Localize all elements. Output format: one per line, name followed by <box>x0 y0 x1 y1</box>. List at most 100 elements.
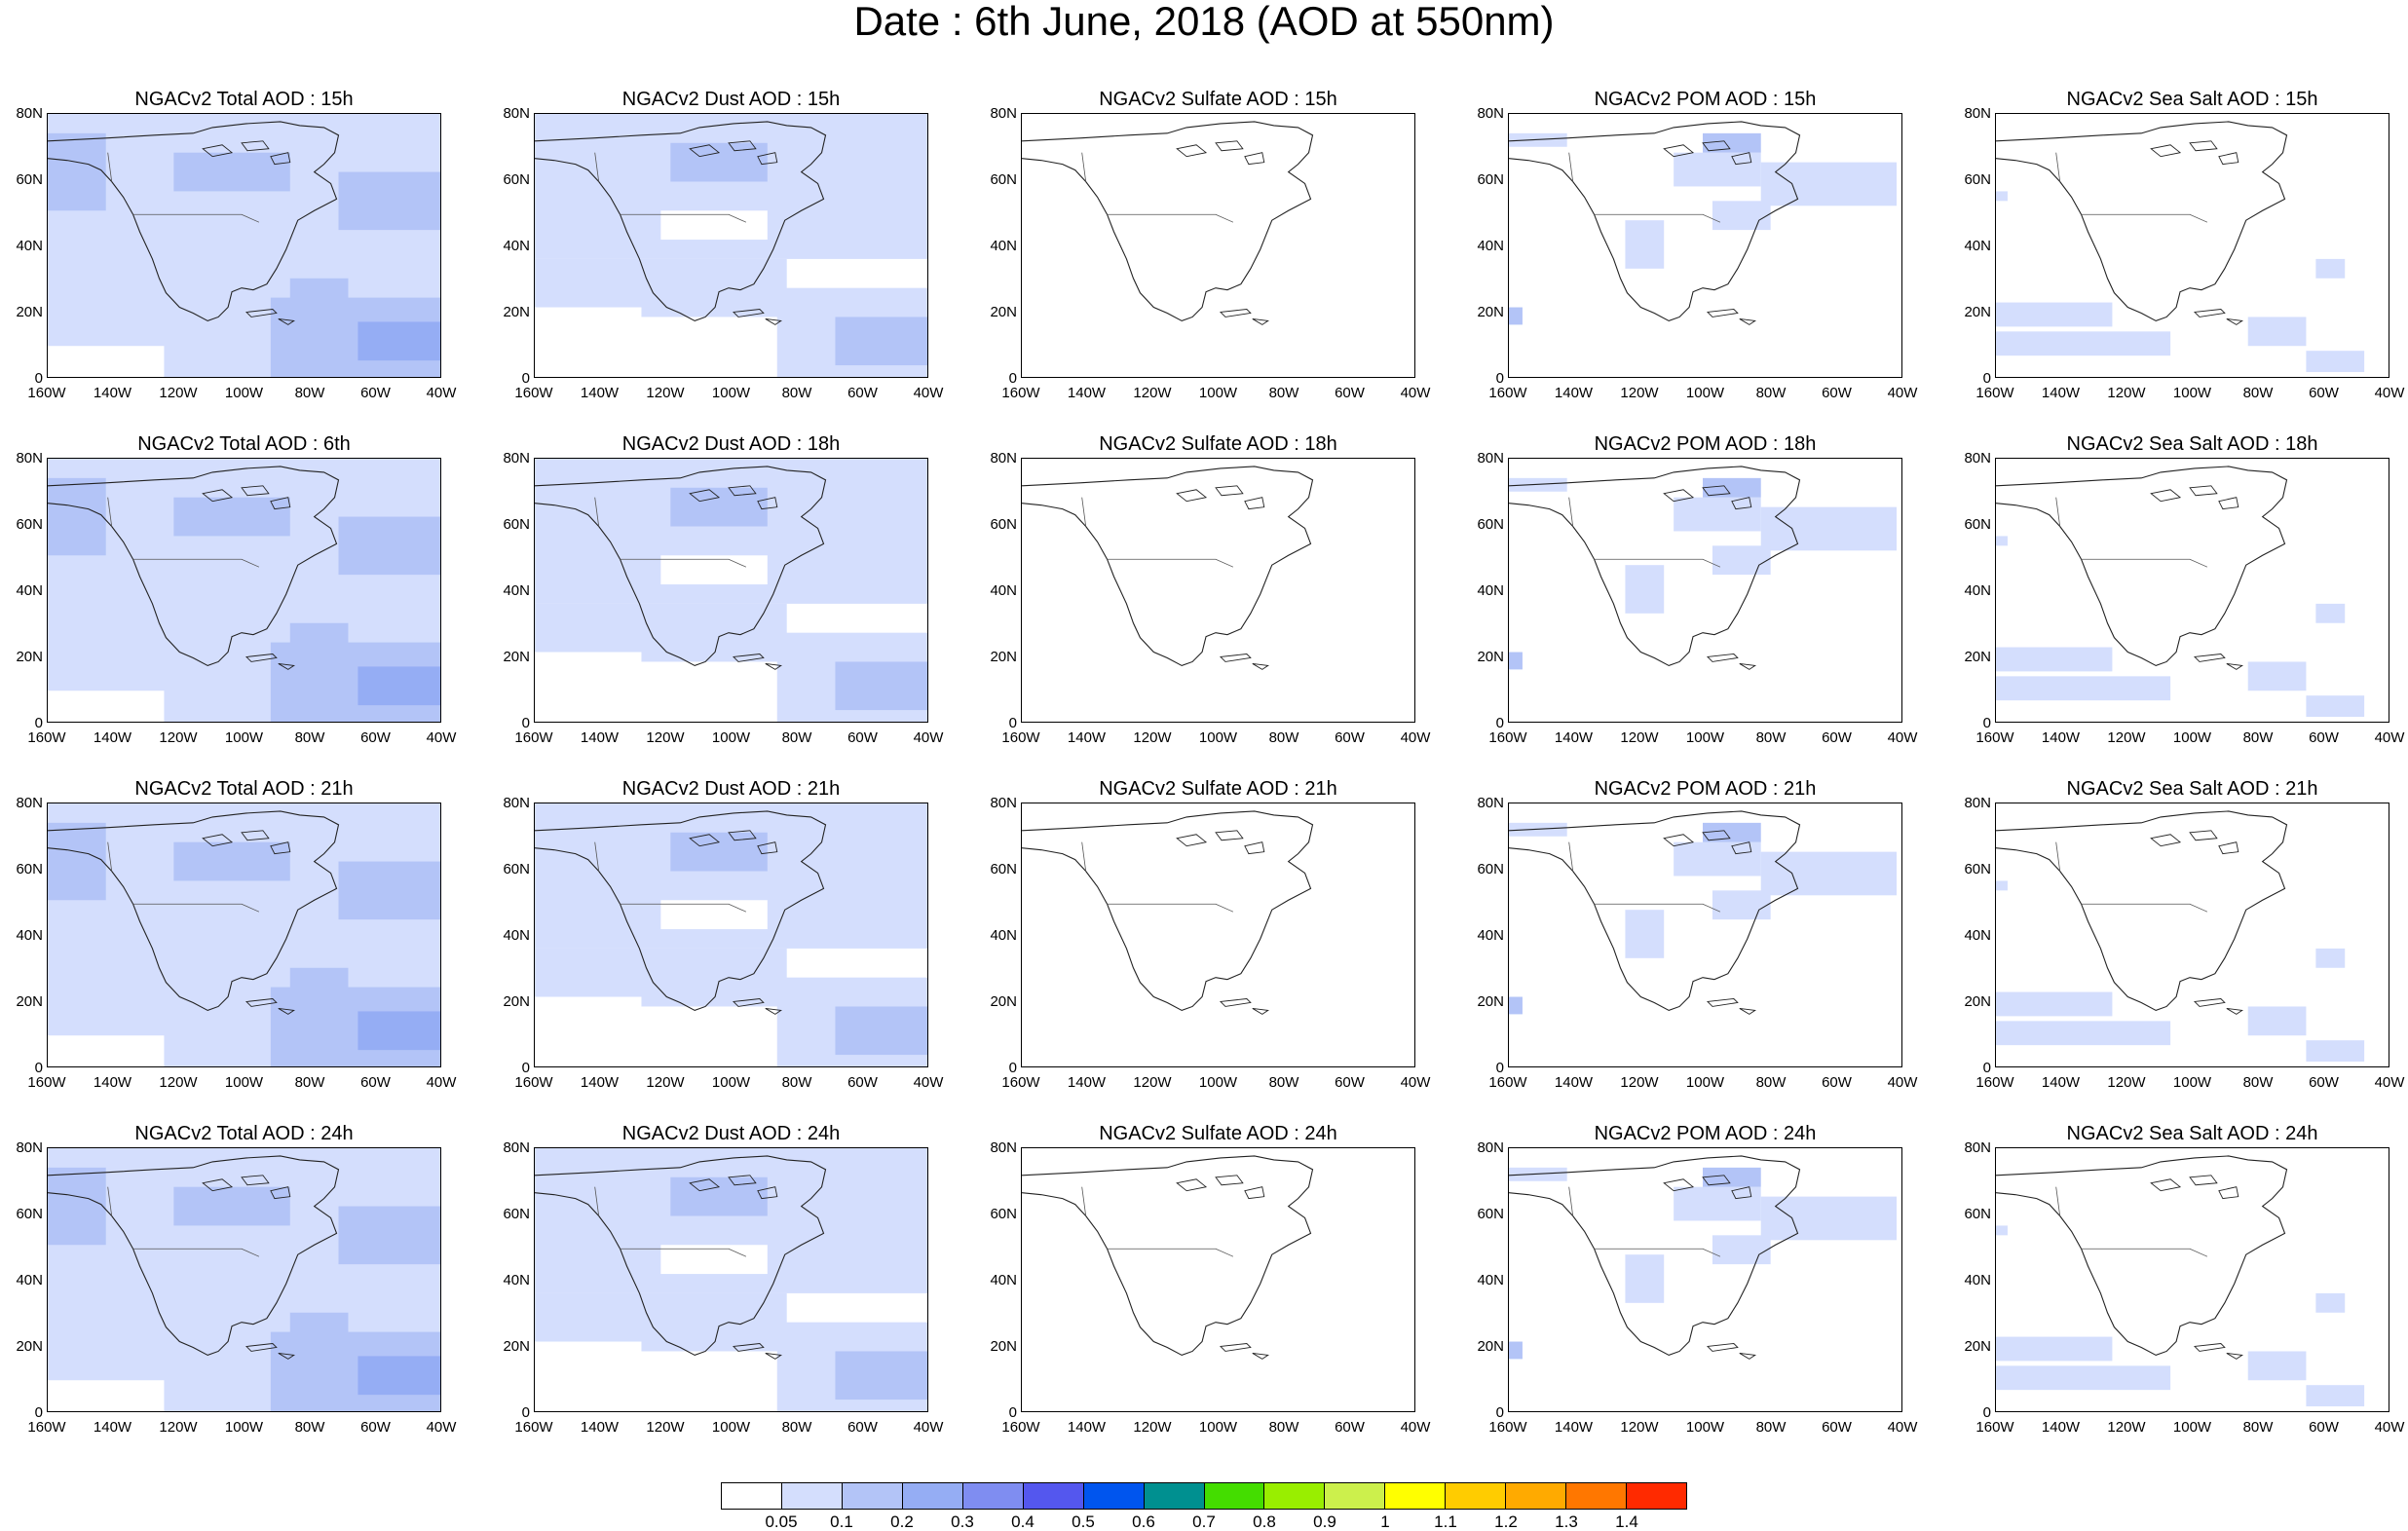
island-outline <box>241 830 270 841</box>
island-outline <box>2226 1007 2243 1015</box>
coastline <box>1509 121 1801 322</box>
lat-tick-label: 80N <box>503 795 530 811</box>
lat-tick-label: 0 <box>34 715 43 731</box>
lon-tick-label: 160W <box>1488 1419 1527 1436</box>
island-outline <box>1244 497 1265 510</box>
map-panel: NGACv2 Dust AOD : 15h <box>534 88 943 378</box>
map-frame <box>1995 458 2389 723</box>
lon-tick-label: 100W <box>224 1074 264 1091</box>
lat-tick-label: 0 <box>1982 1060 1991 1076</box>
island-outline <box>1220 653 1252 662</box>
colorbar-box <box>1627 1483 1686 1509</box>
country-border <box>1568 1186 1721 1257</box>
island-outline <box>1663 1178 1695 1192</box>
map-panel: NGACv2 Sea Salt AOD : 15h <box>1995 88 2404 378</box>
panel-title: NGACv2 Dust AOD : 18h <box>621 433 841 455</box>
lon-tick-label: 160W <box>1488 385 1527 401</box>
island-outline <box>278 1352 295 1360</box>
island-outline <box>202 489 234 503</box>
lat-tick-label: 0 <box>521 715 530 731</box>
island-outline <box>1739 1007 1756 1015</box>
lon-tick-label: 80W <box>2242 1074 2274 1091</box>
lat-tick-label: 80N <box>1477 1139 1504 1156</box>
lon-tick-label: 100W <box>2172 729 2212 746</box>
lon-tick-label: 60W <box>847 729 878 746</box>
map-canvas <box>1996 466 2365 718</box>
lon-tick-label: 40W <box>426 385 457 401</box>
island-outline <box>241 140 270 152</box>
island-outline <box>1215 830 1244 841</box>
island-outline <box>757 841 778 855</box>
lat-tick-label: 40N <box>1964 238 1991 254</box>
island-outline <box>270 841 291 855</box>
island-outline <box>2194 998 2226 1007</box>
map-frame <box>1021 458 1415 723</box>
map-panel: NGACv2 Sea Salt AOD : 24h <box>1995 1122 2404 1412</box>
country-border <box>594 152 747 223</box>
map-frame <box>1508 458 1902 723</box>
colorbar-label: 1.2 <box>1494 1512 1518 1531</box>
lat-tick-label: 0 <box>1495 1060 1504 1076</box>
lon-tick-label: 60W <box>847 1419 878 1436</box>
map-canvas <box>535 1148 927 1411</box>
map-frame <box>534 1147 928 1412</box>
lon-tick-label: 140W <box>580 385 620 401</box>
map-canvas <box>48 1148 440 1411</box>
coastline <box>1022 121 1314 322</box>
map-frame <box>1508 803 1902 1067</box>
island-outline <box>1702 485 1731 497</box>
lon-tick-label: 100W <box>1198 385 1238 401</box>
island-outline <box>202 834 234 847</box>
island-outline <box>202 1178 234 1192</box>
lon-tick-label: 40W <box>1887 1074 1918 1091</box>
lon-tick-label: 100W <box>1198 1074 1238 1091</box>
lon-tick-label: 60W <box>1335 1074 1365 1091</box>
lat-tick-label: 0 <box>1008 1060 1017 1076</box>
lat-tick-label: 20N <box>503 993 530 1010</box>
island-outline <box>2189 140 2218 152</box>
colorbar-label: 0.4 <box>1011 1512 1035 1531</box>
country-border <box>107 1186 260 1257</box>
map-frame <box>1021 1147 1415 1412</box>
lon-tick-label: 60W <box>847 385 878 401</box>
island-outline <box>1176 144 1208 158</box>
island-outline <box>757 497 778 510</box>
lon-tick-label: 40W <box>913 1074 944 1091</box>
lat-tick-label: 80N <box>16 1139 43 1156</box>
lon-tick-label: 160W <box>514 1074 553 1091</box>
lat-tick-label: 60N <box>16 1206 43 1222</box>
map-canvas <box>1022 1155 1314 1360</box>
lon-tick-label: 80W <box>294 1419 325 1436</box>
lat-tick-label: 80N <box>1964 105 1991 122</box>
lat-tick-label: 80N <box>16 105 43 122</box>
lon-tick-label: 160W <box>1001 1419 1040 1436</box>
lon-tick-label: 140W <box>580 1419 620 1436</box>
lon-tick-label: 140W <box>93 1419 132 1436</box>
map-canvas <box>535 114 927 377</box>
lon-tick-label: 140W <box>2041 729 2081 746</box>
lon-tick-label: 140W <box>2041 1419 2081 1436</box>
lat-tick-label: 60N <box>1964 861 1991 878</box>
island-outline <box>270 497 291 510</box>
map-canvas <box>1509 810 1898 1015</box>
coastline <box>535 810 827 1012</box>
lon-tick-label: 60W <box>1822 385 1852 401</box>
lat-tick-label: 60N <box>990 1206 1017 1222</box>
island-outline <box>1739 1352 1756 1360</box>
lon-tick-label: 160W <box>514 729 553 746</box>
lon-tick-label: 40W <box>1400 729 1431 746</box>
lat-tick-label: 0 <box>1982 715 1991 731</box>
country-border <box>1081 841 1234 913</box>
lon-tick-label: 140W <box>1067 729 1107 746</box>
lat-tick-label: 60N <box>1477 1206 1504 1222</box>
lat-tick-label: 40N <box>503 927 530 944</box>
map-canvas <box>1509 1155 1898 1360</box>
coastline <box>48 466 340 667</box>
lat-tick-label: 40N <box>16 927 43 944</box>
island-outline <box>2226 1352 2243 1360</box>
island-outline <box>2226 317 2243 325</box>
map-frame <box>47 1147 441 1412</box>
lat-tick-label: 60N <box>1477 171 1504 188</box>
island-outline <box>2194 1343 2226 1352</box>
island-outline <box>689 834 721 847</box>
